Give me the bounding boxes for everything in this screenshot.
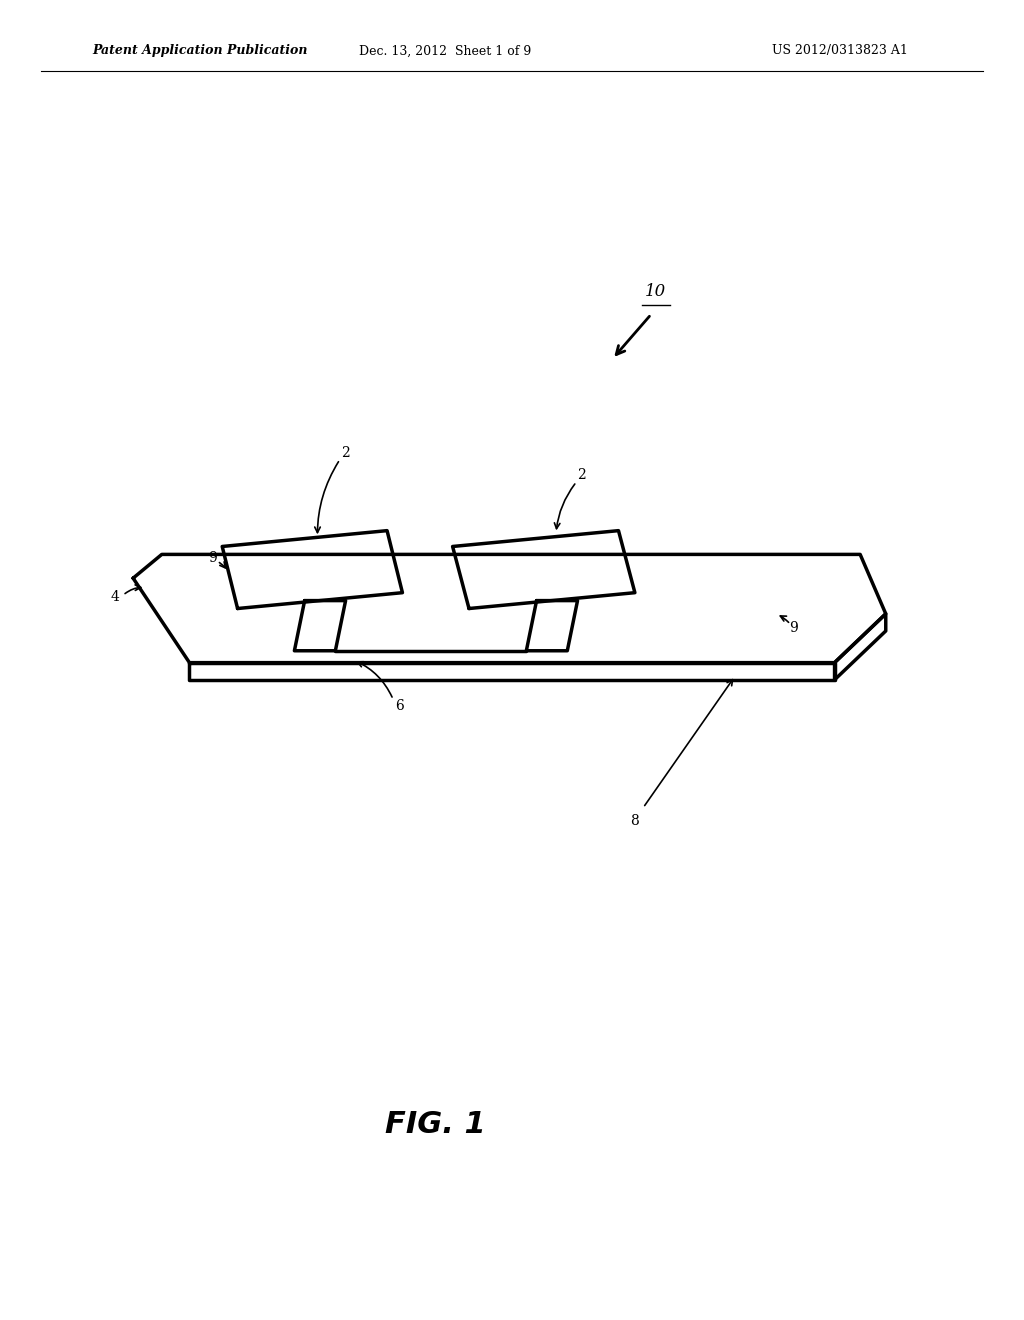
- Text: Patent Application Publication: Patent Application Publication: [92, 45, 307, 57]
- Text: 4: 4: [111, 590, 119, 603]
- Text: 6: 6: [395, 700, 403, 713]
- Text: 8: 8: [631, 814, 639, 828]
- Text: 9: 9: [209, 552, 217, 565]
- Text: 2: 2: [578, 469, 586, 482]
- Text: FIG. 1: FIG. 1: [385, 1110, 485, 1139]
- Text: US 2012/0313823 A1: US 2012/0313823 A1: [772, 45, 907, 57]
- Text: 2: 2: [341, 446, 349, 459]
- Text: 9: 9: [790, 622, 798, 635]
- Text: 10: 10: [645, 282, 666, 300]
- Text: Dec. 13, 2012  Sheet 1 of 9: Dec. 13, 2012 Sheet 1 of 9: [359, 45, 531, 57]
